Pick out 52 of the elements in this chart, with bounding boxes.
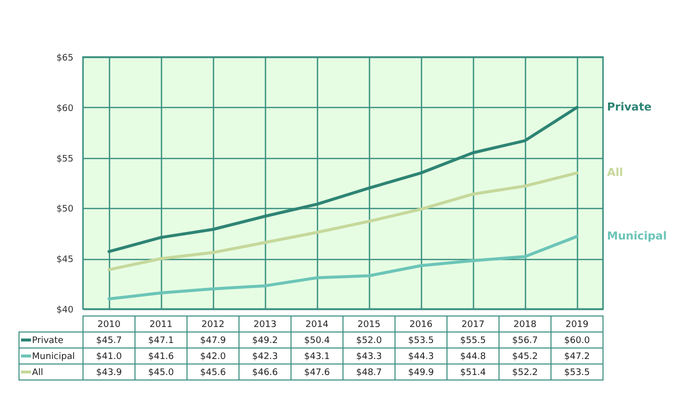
data-label: $45.0 (148, 368, 174, 378)
data-label: $55.5 (460, 336, 486, 346)
data-label: $42.0 (200, 352, 226, 362)
x-tick-label: 2018 (514, 320, 537, 330)
data-label: $48.7 (356, 368, 382, 378)
x-tick-label: 2015 (358, 320, 380, 330)
data-label: $41.6 (148, 352, 174, 362)
data-label: $43.3 (356, 352, 382, 362)
x-tick-label: 2014 (306, 320, 329, 330)
data-label: $53.5 (564, 368, 590, 378)
x-tick-label: 2016 (410, 320, 433, 330)
legend-label: All (32, 368, 44, 378)
data-label: $46.6 (252, 368, 278, 378)
data-label: $52.2 (512, 368, 538, 378)
x-tick-label: 2011 (150, 320, 172, 330)
data-label: $47.1 (148, 336, 174, 346)
data-label: $41.0 (96, 352, 122, 362)
x-tick-label: 2013 (254, 320, 276, 330)
y-tick-label: $45 (56, 255, 74, 266)
legend-label: Private (32, 336, 64, 346)
y-tick-label: $50 (56, 204, 74, 215)
data-label: $43.9 (96, 368, 122, 378)
data-label: $49.9 (408, 368, 434, 378)
x-tick-label: 2019 (566, 320, 589, 330)
data-label: $49.2 (252, 336, 278, 346)
data-label: $47.9 (200, 336, 226, 346)
data-label: $47.2 (564, 352, 590, 362)
data-label: $51.4 (460, 368, 486, 378)
data-label: $56.7 (512, 336, 538, 346)
data-label: $44.3 (408, 352, 434, 362)
y-tick-label: $60 (56, 104, 74, 114)
text: All (607, 166, 624, 179)
x-tick-label: 2017 (462, 320, 484, 330)
data-label: $45.7 (96, 336, 122, 346)
y-tick-label: $55 (56, 154, 74, 164)
data-label: $53.5 (408, 336, 434, 346)
data-label: $60.0 (564, 336, 590, 346)
y-tick-label: $65 (56, 54, 74, 64)
data-label: $43.1 (304, 352, 330, 362)
data-label: $50.4 (304, 336, 330, 346)
data-label: $45.2 (512, 352, 538, 362)
data-label: $45.6 (200, 368, 226, 378)
data-label: $52.0 (356, 336, 382, 346)
y-tick-label: $40 (56, 306, 74, 316)
data-label: $42.3 (252, 352, 278, 362)
x-tick-label: 2012 (202, 320, 224, 330)
text: Private (607, 100, 652, 114)
data-label: $47.6 (304, 368, 330, 378)
data-label: $44.8 (460, 352, 486, 362)
legend-label: Municipal (32, 352, 75, 362)
text: Municipal (607, 229, 667, 242)
x-tick-label: 2010 (98, 320, 121, 330)
